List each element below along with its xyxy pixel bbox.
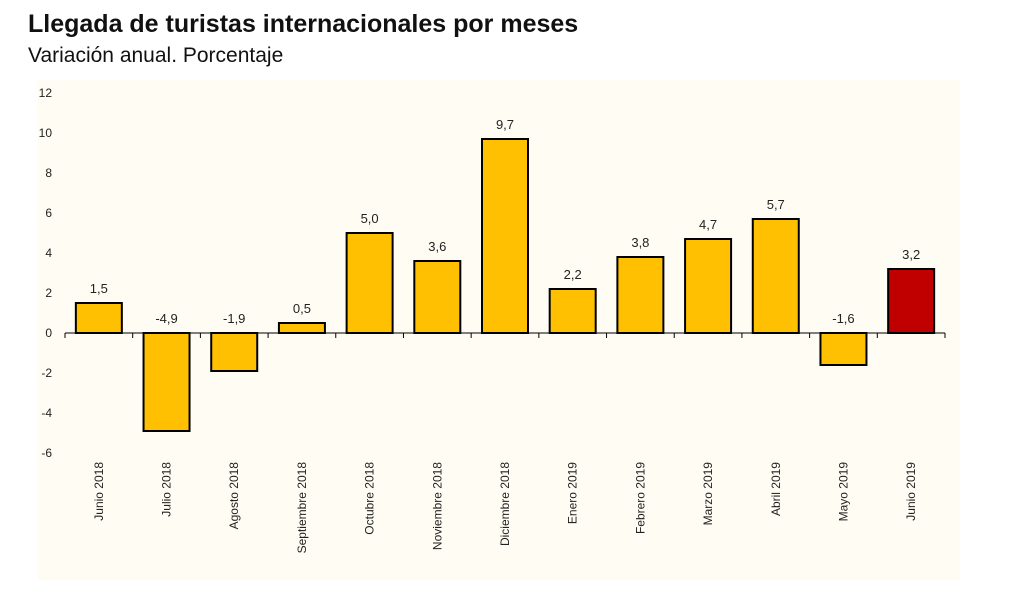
data-labels-group: 1,5 -4,9 -1,9 0,5 5,0 3,6 9,7 2,2 3,8 4,7 5,7 -1,6 3… (90, 117, 920, 326)
bar (277, 322, 326, 334)
data-label: -1,9 (223, 311, 245, 326)
bars-group (74, 138, 936, 432)
x-tick-label: Septiembre 2018 (295, 462, 309, 554)
x-tick-label: Diciembre 2018 (498, 462, 512, 546)
x-tick-label: Mayo 2019 (836, 462, 850, 522)
bar (548, 288, 597, 334)
y-tick-label: 12 (39, 86, 53, 100)
data-label: -4,9 (155, 311, 177, 326)
y-tick-label: 10 (39, 126, 53, 140)
bar (142, 332, 191, 432)
y-tick-label: 2 (45, 286, 52, 300)
bar (210, 332, 259, 372)
data-label: 1,5 (90, 281, 108, 296)
x-tick-label: Febrero 2019 (633, 462, 647, 534)
chart-subtitle: Variación anual. Porcentaje (28, 44, 284, 67)
data-label: 3,6 (428, 239, 446, 254)
bar (481, 138, 529, 334)
x-tick-label: Junio 2019 (904, 462, 918, 521)
y-tick-label: -6 (41, 446, 52, 460)
y-tick-label: 0 (45, 326, 52, 340)
bar (684, 238, 733, 334)
bar (887, 268, 936, 334)
x-tick-label: Octubre 2018 (363, 462, 377, 535)
data-label: 3,8 (631, 235, 649, 250)
bar (616, 256, 665, 334)
x-tick-label: Marzo 2019 (701, 462, 715, 526)
x-tick-label: Junio 2018 (92, 462, 106, 521)
y-tick-label: 8 (45, 166, 52, 180)
data-label: 2,2 (564, 267, 582, 282)
bar (819, 332, 868, 366)
y-axis: -6 -4 -2 0 2 4 6 8 10 12 (39, 86, 53, 460)
data-label: -1,6 (832, 311, 854, 326)
x-axis: Junio 2018 Julio 2018 Agosto 2018 Septiembr… (64, 332, 946, 554)
data-label: 0,5 (293, 301, 311, 316)
bar (74, 302, 123, 334)
x-tick-label: Julio 2018 (160, 462, 174, 517)
data-label: 4,7 (699, 217, 717, 232)
y-tick-label: -4 (41, 406, 52, 420)
bar (345, 232, 394, 334)
data-label: 5,7 (767, 197, 785, 212)
chart-title: Llegada de turistas internacionales por … (28, 10, 579, 38)
y-tick-label: -2 (41, 366, 52, 380)
data-label: 9,7 (496, 117, 514, 132)
x-tick-label: Agosto 2018 (227, 462, 241, 530)
bar (751, 218, 800, 334)
x-tick-label: Noviembre 2018 (430, 462, 444, 550)
y-tick-label: 6 (45, 206, 52, 220)
data-label: 5,0 (361, 211, 379, 226)
x-tick-label: Enero 2019 (566, 462, 580, 524)
x-tick-label: Abril 2019 (769, 462, 783, 516)
data-label: 3,2 (902, 247, 920, 262)
y-tick-label: 4 (45, 246, 52, 260)
bar (413, 260, 462, 334)
